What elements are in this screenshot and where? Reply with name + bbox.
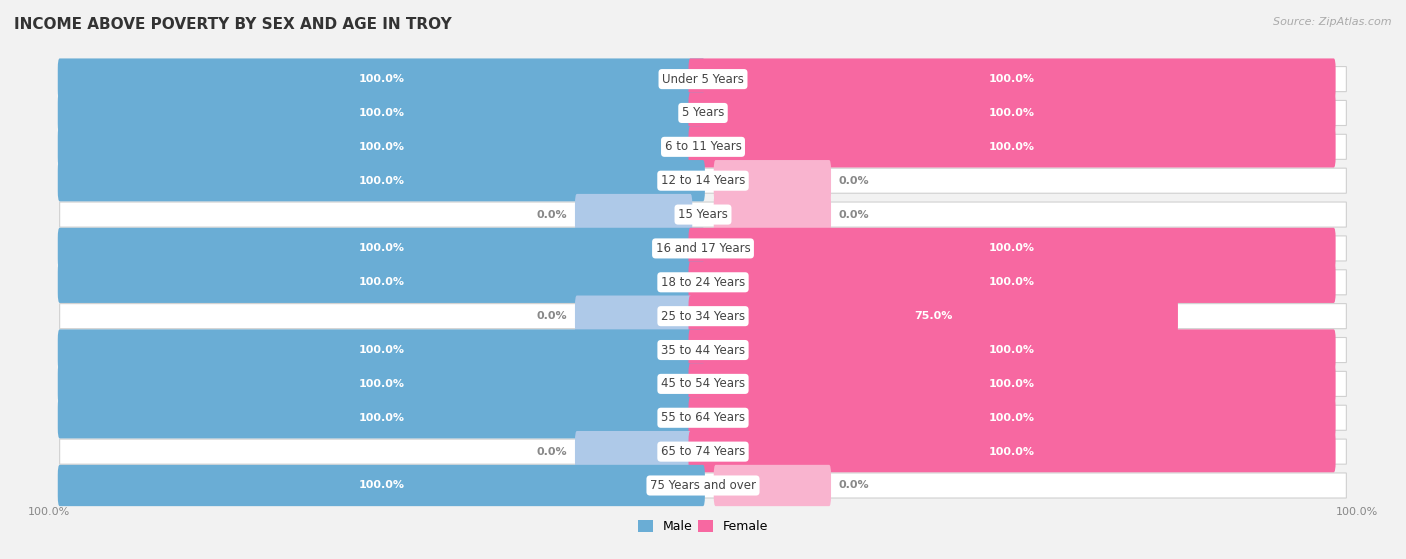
FancyBboxPatch shape [58,228,704,269]
Text: 100.0%: 100.0% [1336,507,1378,517]
FancyBboxPatch shape [58,329,704,371]
Text: 100.0%: 100.0% [359,481,405,490]
Text: Source: ZipAtlas.com: Source: ZipAtlas.com [1274,17,1392,27]
Text: Under 5 Years: Under 5 Years [662,73,744,86]
FancyBboxPatch shape [689,59,1336,100]
FancyBboxPatch shape [714,465,831,506]
Text: 45 to 54 Years: 45 to 54 Years [661,377,745,390]
FancyBboxPatch shape [59,202,1347,227]
Text: 75.0%: 75.0% [914,311,952,321]
Text: 16 and 17 Years: 16 and 17 Years [655,242,751,255]
Text: 6 to 11 Years: 6 to 11 Years [665,140,741,153]
Text: 100.0%: 100.0% [359,379,405,389]
Text: 12 to 14 Years: 12 to 14 Years [661,174,745,187]
FancyBboxPatch shape [59,168,1347,193]
Text: 100.0%: 100.0% [359,345,405,355]
FancyBboxPatch shape [59,304,1347,329]
Text: 100.0%: 100.0% [988,142,1035,152]
Text: 100.0%: 100.0% [988,108,1035,118]
FancyBboxPatch shape [689,397,1336,438]
Text: 100.0%: 100.0% [988,345,1035,355]
Legend: Male, Female: Male, Female [633,515,773,538]
FancyBboxPatch shape [714,160,831,201]
Text: 0.0%: 0.0% [838,481,869,490]
FancyBboxPatch shape [58,92,704,134]
FancyBboxPatch shape [59,270,1347,295]
FancyBboxPatch shape [689,329,1336,371]
FancyBboxPatch shape [58,397,704,438]
Text: 5 Years: 5 Years [682,106,724,120]
Text: 65 to 74 Years: 65 to 74 Years [661,445,745,458]
FancyBboxPatch shape [59,439,1347,464]
FancyBboxPatch shape [575,194,692,235]
FancyBboxPatch shape [58,363,704,405]
FancyBboxPatch shape [714,194,831,235]
FancyBboxPatch shape [59,473,1347,498]
FancyBboxPatch shape [59,405,1347,430]
FancyBboxPatch shape [689,296,1178,337]
Text: 0.0%: 0.0% [537,447,568,457]
FancyBboxPatch shape [58,262,704,303]
FancyBboxPatch shape [689,228,1336,269]
FancyBboxPatch shape [59,371,1347,396]
FancyBboxPatch shape [58,465,704,506]
Text: 0.0%: 0.0% [838,176,869,186]
Text: 100.0%: 100.0% [988,74,1035,84]
FancyBboxPatch shape [689,92,1336,134]
Text: 25 to 34 Years: 25 to 34 Years [661,310,745,323]
FancyBboxPatch shape [59,101,1347,125]
Text: 100.0%: 100.0% [988,277,1035,287]
Text: INCOME ABOVE POVERTY BY SEX AND AGE IN TROY: INCOME ABOVE POVERTY BY SEX AND AGE IN T… [14,17,451,32]
FancyBboxPatch shape [575,431,692,472]
Text: 35 to 44 Years: 35 to 44 Years [661,344,745,357]
Text: 75 Years and over: 75 Years and over [650,479,756,492]
Text: 100.0%: 100.0% [988,447,1035,457]
Text: 55 to 64 Years: 55 to 64 Years [661,411,745,424]
FancyBboxPatch shape [689,126,1336,168]
FancyBboxPatch shape [689,262,1336,303]
Text: 100.0%: 100.0% [359,142,405,152]
Text: 100.0%: 100.0% [988,413,1035,423]
Text: 100.0%: 100.0% [28,507,70,517]
FancyBboxPatch shape [58,160,704,201]
FancyBboxPatch shape [58,59,704,100]
FancyBboxPatch shape [59,134,1347,159]
FancyBboxPatch shape [58,126,704,168]
Text: 100.0%: 100.0% [359,74,405,84]
FancyBboxPatch shape [59,236,1347,261]
FancyBboxPatch shape [689,363,1336,405]
Text: 100.0%: 100.0% [359,413,405,423]
Text: 15 Years: 15 Years [678,208,728,221]
Text: 0.0%: 0.0% [537,210,568,220]
FancyBboxPatch shape [689,431,1336,472]
Text: 100.0%: 100.0% [988,243,1035,253]
FancyBboxPatch shape [59,67,1347,92]
Text: 100.0%: 100.0% [359,243,405,253]
Text: 0.0%: 0.0% [537,311,568,321]
Text: 0.0%: 0.0% [838,210,869,220]
FancyBboxPatch shape [575,296,692,337]
Text: 100.0%: 100.0% [359,277,405,287]
FancyBboxPatch shape [59,338,1347,363]
Text: 18 to 24 Years: 18 to 24 Years [661,276,745,289]
Text: 100.0%: 100.0% [988,379,1035,389]
Text: 100.0%: 100.0% [359,176,405,186]
Text: 100.0%: 100.0% [359,108,405,118]
